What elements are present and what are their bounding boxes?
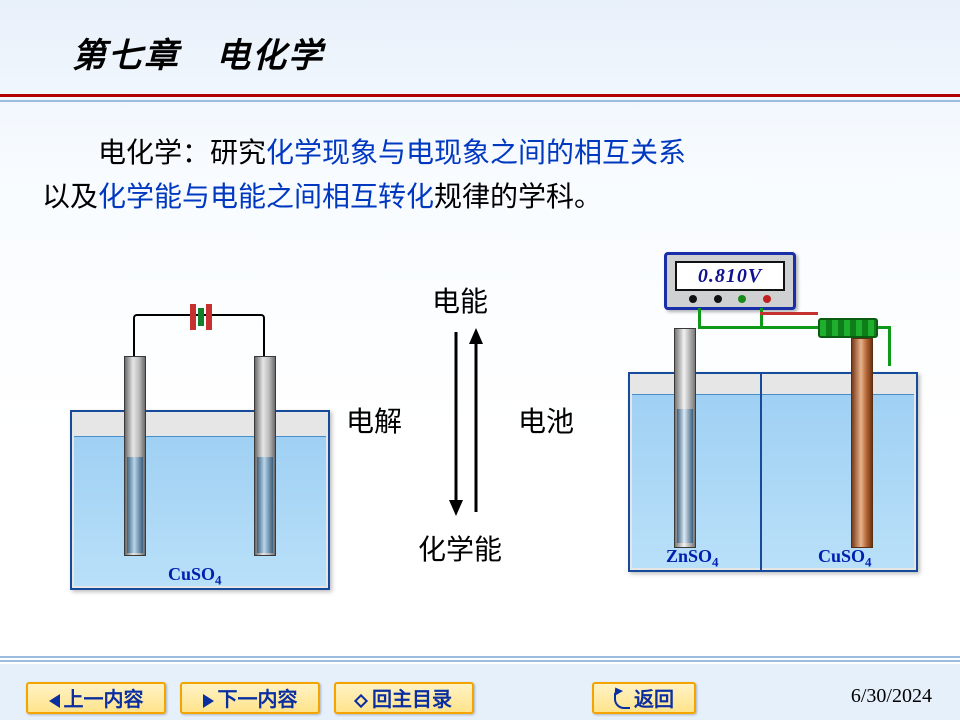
date-label: 6/30/2024	[851, 685, 932, 708]
return-icon	[614, 693, 630, 709]
electrolysis-tank	[70, 410, 330, 590]
solution-label-cuso4-right: CuSO4	[818, 546, 872, 571]
arrows-icon	[442, 324, 490, 520]
triangle-right-icon	[203, 694, 214, 708]
para-seg-2: 以及	[42, 182, 98, 213]
label-electrolysis: 电解	[346, 400, 402, 440]
battery-icon	[190, 304, 214, 330]
intro-paragraph: 电化学：研究化学现象与电现象之间的相互关系 以及化学能与电能之间相互转化规律的学…	[42, 132, 918, 220]
back-button[interactable]: 返回	[592, 682, 696, 714]
wire-red-icon	[760, 312, 818, 315]
wire-icon	[760, 308, 763, 328]
diagram-area: CuSO4 电能 电解 电池 化学能 0.810V	[0, 250, 960, 650]
triangle-left-icon	[49, 694, 60, 708]
copper-electrode	[851, 338, 873, 548]
footer-rule	[0, 656, 960, 658]
voltmeter: 0.810V	[664, 252, 796, 310]
para-seg-3: 规律的学科。	[434, 182, 602, 213]
salt-bridge-divider	[760, 372, 762, 572]
diamond-icon	[354, 694, 368, 708]
zinc-electrode	[674, 328, 696, 548]
next-button[interactable]: 下一内容	[180, 682, 320, 714]
title-rule-blue	[0, 100, 960, 102]
voltmeter-reading: 0.810V	[675, 261, 785, 291]
electrode-left	[124, 356, 146, 556]
voltmeter-terminals-icon	[681, 295, 779, 303]
prev-button[interactable]: 上一内容	[26, 682, 166, 714]
label-electrical-energy: 电能	[340, 280, 580, 320]
para-highlight-1: 化学现象与电现象之间的相互关系	[266, 138, 686, 169]
wire-icon	[888, 326, 891, 366]
label-battery: 电池	[518, 400, 574, 440]
chapter-title: 第七章 电化学	[72, 28, 324, 77]
electrode-right	[254, 356, 276, 556]
galvanic-diagram: 0.810V ZnSO4 CuSO4	[604, 252, 918, 602]
electrolysis-diagram: CuSO4	[60, 310, 340, 600]
solution-label-znso4: ZnSO4	[666, 546, 719, 571]
label-chemical-energy: 化学能	[340, 528, 580, 568]
solution-label-cuso4: CuSO4	[168, 564, 222, 589]
home-button[interactable]: 回主目录	[334, 682, 474, 714]
energy-conversion-diagram: 电能 电解 电池 化学能	[340, 270, 580, 590]
para-seg-1: 电化学：研究	[98, 138, 266, 169]
wire-icon	[698, 308, 701, 328]
galvanic-tank	[628, 372, 918, 572]
slide: 第七章 电化学 电化学：研究化学现象与电现象之间的相互关系 以及化学能与电能之间…	[0, 0, 960, 720]
footer-rule	[0, 660, 960, 662]
footer-bar: 上一内容 下一内容 回主目录 返回 6/30/2024	[0, 664, 960, 720]
title-rule-red	[0, 94, 960, 97]
para-highlight-2: 化学能与电能之间相互转化	[98, 182, 434, 213]
resistor-icon	[818, 318, 878, 338]
